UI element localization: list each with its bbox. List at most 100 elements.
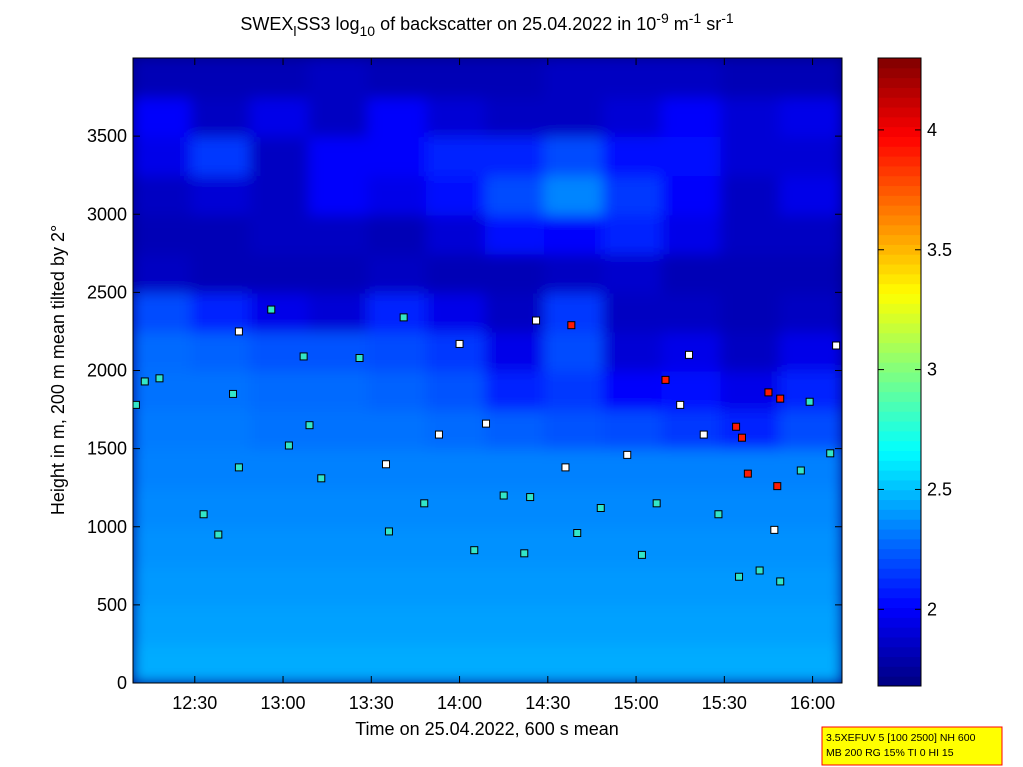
cloud-marker <box>737 433 746 442</box>
info-text: 3.5XEFUV 5 [100 2500] NH 600 <box>826 732 976 744</box>
heatmap-cell <box>249 564 311 606</box>
heatmap-cell <box>249 58 311 99</box>
cloud-marker <box>596 504 605 512</box>
heatmap-cell <box>308 603 370 645</box>
heatmap-cell <box>133 603 193 645</box>
colorbar-swatch <box>878 529 921 540</box>
heatmap-cell <box>485 213 546 255</box>
colorbar-swatch <box>878 215 921 226</box>
heatmap-cell <box>308 174 370 216</box>
colorbar-swatch <box>878 450 921 461</box>
heatmap-cell <box>720 408 782 450</box>
heatmap-cell <box>602 213 664 255</box>
cloud-marker <box>317 474 326 483</box>
colorbar-swatch <box>878 58 921 69</box>
heatmap-cell <box>249 291 311 333</box>
heatmap-cell <box>779 603 842 645</box>
heatmap-cell <box>426 642 488 683</box>
title-part: SWEX <box>240 14 293 34</box>
cloud-marker <box>532 316 541 325</box>
colorbar-swatch <box>878 293 921 304</box>
heatmap-cell <box>661 369 723 411</box>
x-tick-label: 15:00 <box>614 693 659 713</box>
cloud-marker <box>267 305 276 314</box>
heatmap-cell <box>602 525 664 567</box>
heatmap-cell <box>308 369 370 411</box>
heatmap-cell <box>133 486 193 528</box>
cloud-marker <box>805 397 814 406</box>
heatmap-cell <box>367 564 429 606</box>
colorbar-swatch <box>878 587 921 599</box>
heatmap <box>133 58 842 683</box>
colorbar-swatch <box>878 421 921 432</box>
heatmap-cell <box>543 58 605 99</box>
cloud-marker <box>573 529 582 537</box>
info-text: MB 200 RG 15% TI 0 HI 15 <box>826 747 954 759</box>
colorbar-swatch <box>878 460 921 471</box>
colorbar-swatch <box>878 97 921 108</box>
heatmap-cell <box>190 174 252 216</box>
colorbar-swatch <box>878 568 921 579</box>
colorbar-swatch <box>878 332 921 344</box>
colorbar-swatch <box>878 676 921 687</box>
heatmap-cell <box>190 58 252 99</box>
heatmap-cell <box>249 135 311 177</box>
colorbar-swatch <box>878 126 921 137</box>
cloud-marker <box>770 525 779 534</box>
colorbar-swatch <box>878 548 921 559</box>
heatmap-cell <box>485 408 546 450</box>
colorbar: 2 2.5 3 3.5 4 <box>877 57 952 687</box>
heatmap-cell <box>543 135 605 177</box>
heatmap-cell <box>190 96 252 138</box>
heatmap-cell <box>367 408 429 450</box>
heatmap-cell <box>367 252 429 294</box>
cloud-marker <box>133 400 140 409</box>
heatmap-cell <box>485 525 546 567</box>
heatmap-cell <box>779 291 842 333</box>
heatmap-cell <box>249 213 311 255</box>
cloud-marker <box>234 327 243 336</box>
heatmap-cell <box>720 564 782 606</box>
colorbar-tick-label: 2.5 <box>927 479 952 499</box>
colorbar-swatch <box>878 578 921 589</box>
x-tick-label: 14:30 <box>525 693 570 713</box>
heatmap-cell <box>426 174 488 216</box>
heatmap-cell <box>308 96 370 138</box>
colorbar-tick-label: 3 <box>927 360 937 380</box>
heatmap-cell <box>602 291 664 333</box>
heatmap-cell <box>133 135 193 177</box>
cloud-marker <box>735 572 744 581</box>
heatmap-cell <box>133 642 193 683</box>
y-tick-label: 3500 <box>87 126 127 146</box>
heatmap-cell <box>190 213 252 255</box>
cloud-marker <box>155 374 164 383</box>
heatmap-cell <box>426 252 488 294</box>
heatmap-cell <box>543 564 605 606</box>
heatmap-cell <box>249 408 311 450</box>
heatmap-cell <box>426 291 488 333</box>
heatmap-cell <box>133 564 193 606</box>
heatmap-cell <box>779 252 842 294</box>
heatmap-cell <box>543 96 605 138</box>
cloud-marker <box>776 577 785 586</box>
colorbar-swatch <box>878 607 921 618</box>
colorbar-tick-label: 3.5 <box>927 240 952 260</box>
heatmap-cell <box>543 369 605 411</box>
y-tick-label: 2000 <box>87 361 127 381</box>
heatmap-cell <box>602 447 664 489</box>
colorbar-swatch <box>878 440 921 451</box>
heatmap-cell <box>661 408 723 450</box>
heatmap-cell <box>249 525 311 567</box>
colorbar-swatch <box>878 342 921 353</box>
heatmap-cell <box>133 174 193 216</box>
heatmap-cell <box>661 96 723 138</box>
cloud-marker <box>434 430 443 439</box>
heatmap-cell <box>661 174 723 216</box>
heatmap-cell <box>249 369 311 411</box>
colorbar-swatch <box>878 205 921 216</box>
heatmap-cell <box>602 96 664 138</box>
heatmap-cell <box>367 330 429 372</box>
heatmap-cell <box>133 291 193 333</box>
